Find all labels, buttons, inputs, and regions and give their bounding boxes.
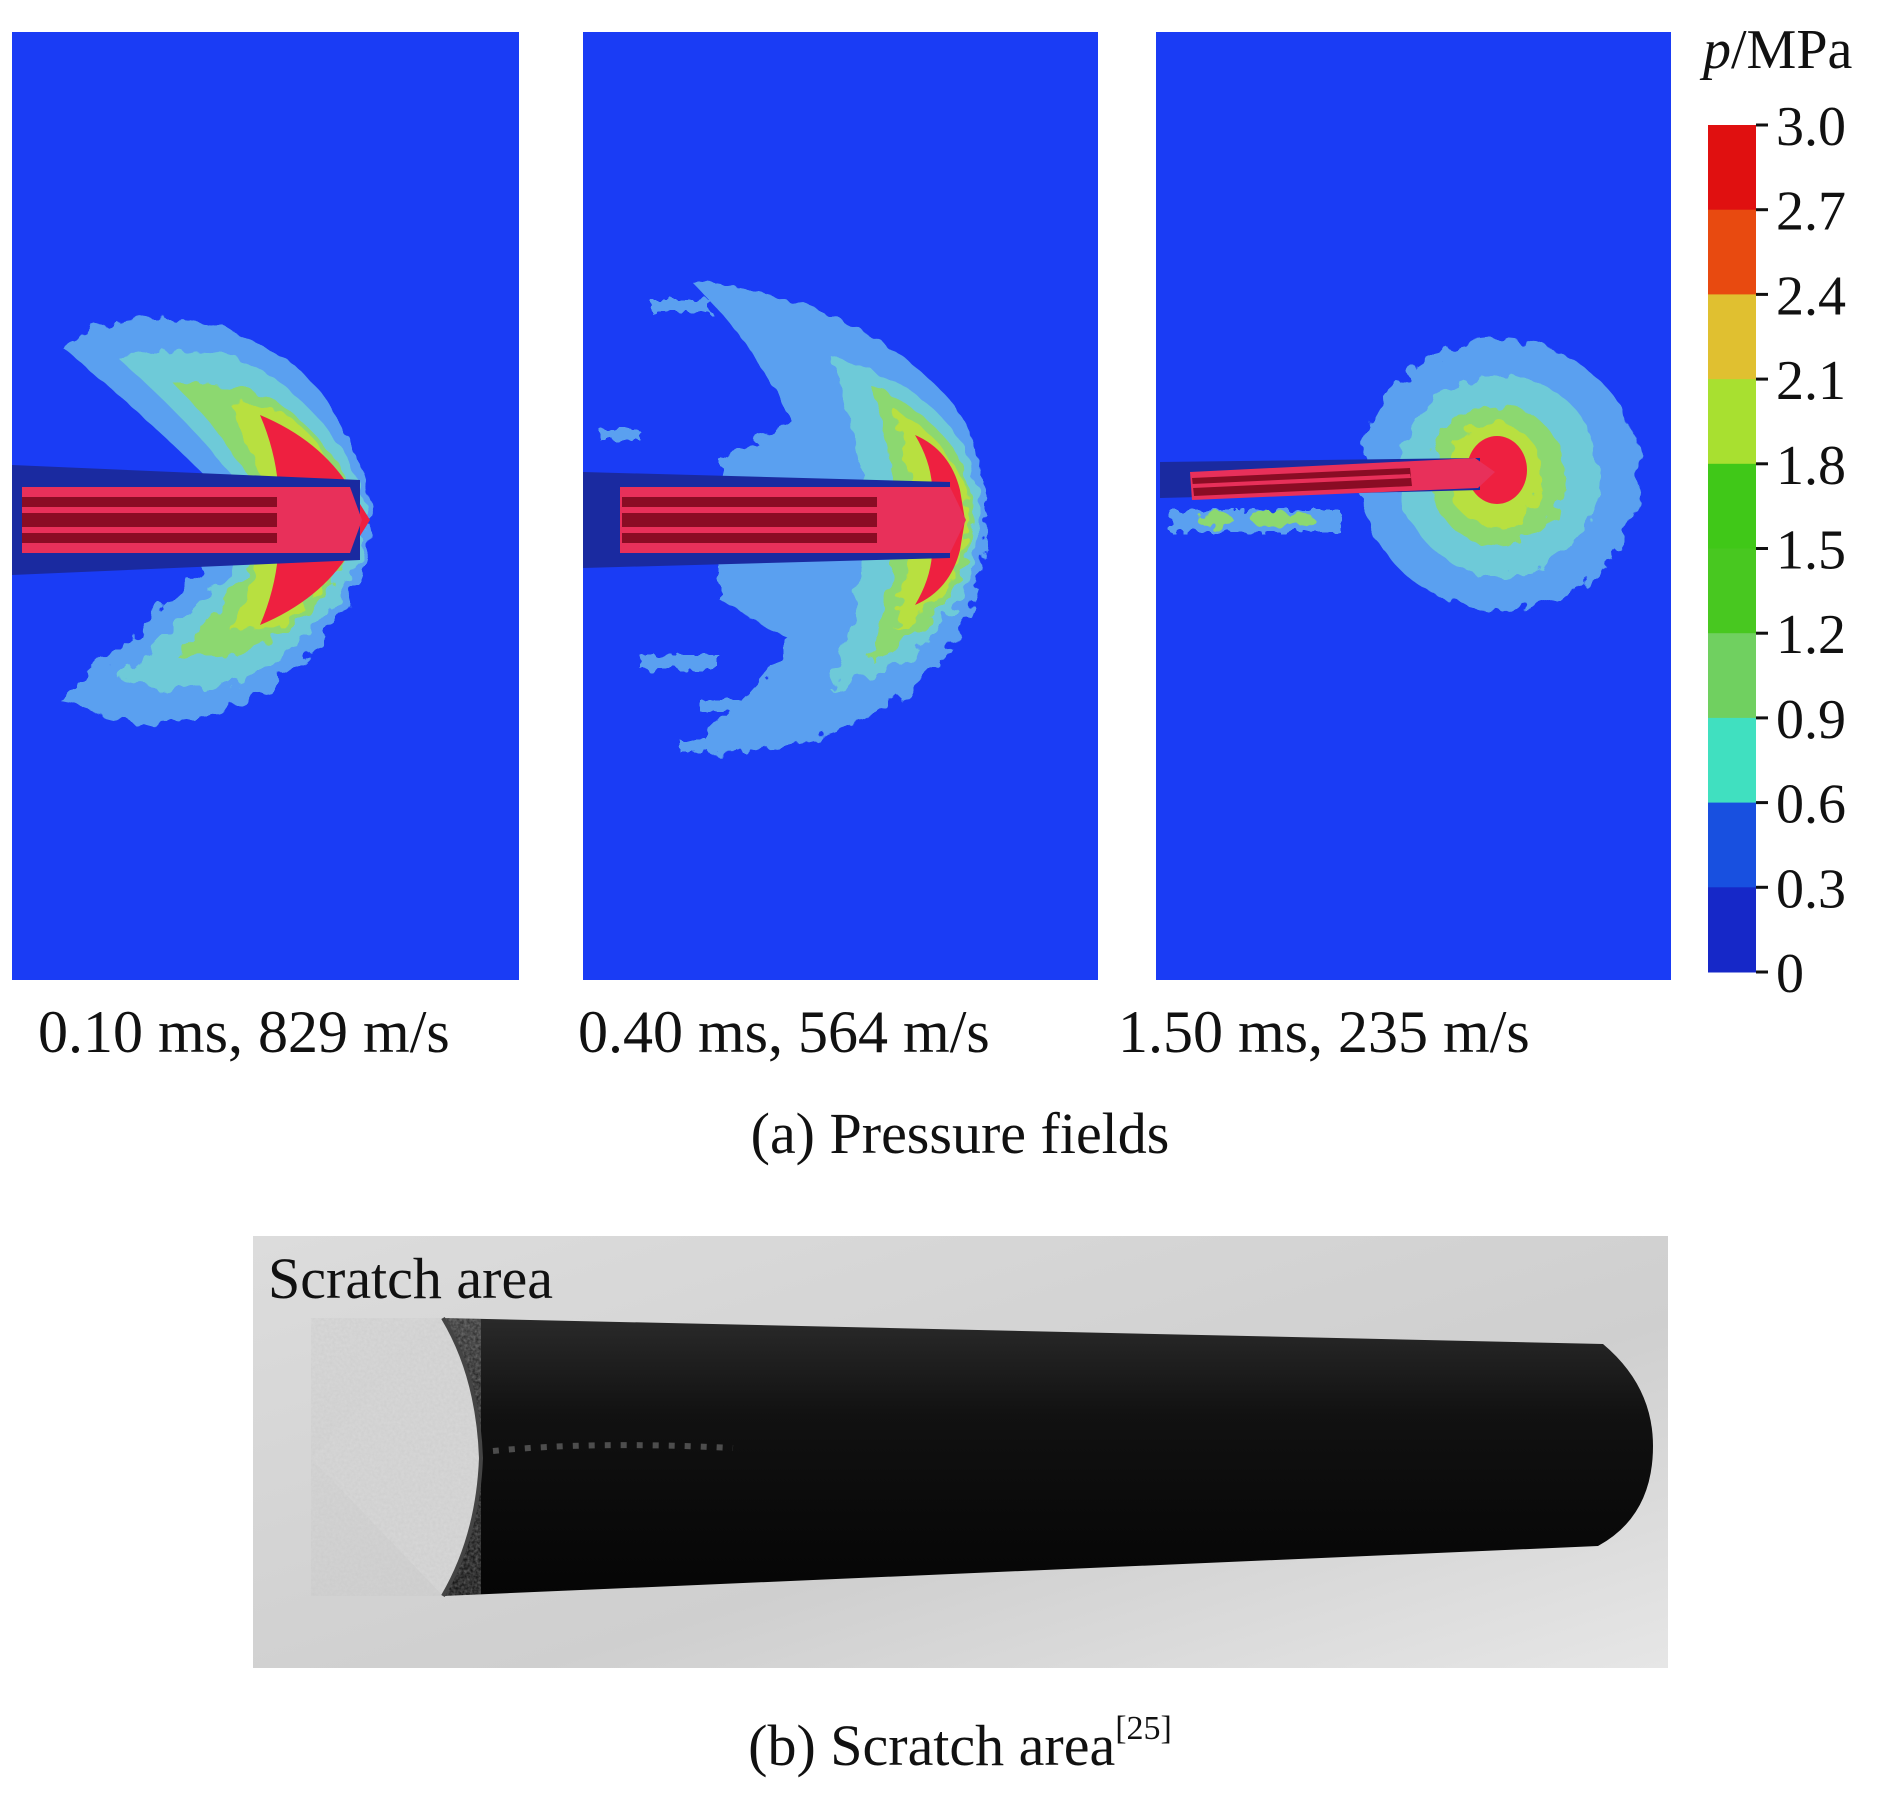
colorbar-tick-label: 1.5 <box>1776 520 1846 582</box>
colorbar: 3.0 2.7 2.4 2.1 1.8 1.5 1.2 0.9 0.6 0.3 0 <box>1708 96 1846 1005</box>
colorbar-title: p/MPa <box>1703 22 1852 78</box>
colorbar-block <box>1708 209 1756 295</box>
colorbar-ticks: 3.0 2.7 2.4 2.1 1.8 1.5 1.2 0.9 0.6 0.3 0 <box>1756 96 1846 1005</box>
pressure-fields-figure: 3.0 2.7 2.4 2.1 1.8 1.5 1.2 0.9 0.6 0.3 0 <box>12 32 1846 1005</box>
caption-b: (b) Scratch area[25] <box>0 1712 1890 1775</box>
colorbar-block <box>1708 717 1756 804</box>
colorbar-tick-label: 0.9 <box>1776 689 1846 751</box>
pressure-field-0.10ms <box>12 32 519 980</box>
colorbar-tick-label: 1.2 <box>1776 604 1846 666</box>
colorbar-block <box>1708 294 1756 380</box>
caption-b-ref: [25] <box>1115 1710 1172 1747</box>
colorbar-block <box>1708 887 1756 973</box>
pressure-field-0.40ms <box>583 32 1098 980</box>
colorbar-block <box>1708 633 1756 719</box>
colorbar-tick-label: 2.7 <box>1776 181 1846 243</box>
colorbar-title-var: p <box>1703 19 1731 81</box>
subplot-label-1: 0.10 ms, 829 m/s <box>38 999 450 1065</box>
caption-a: (a) Pressure fields <box>750 1101 1170 1166</box>
colorbar-block <box>1708 548 1756 634</box>
caption-b-text: (b) Scratch area <box>748 1713 1116 1778</box>
colorbar-tick-label: 2.4 <box>1776 265 1846 327</box>
pressure-field-1.50ms <box>1156 32 1671 980</box>
colorbar-block <box>1708 125 1756 211</box>
colorbar-block <box>1708 463 1756 549</box>
colorbar-tick-label: 3.0 <box>1776 96 1846 158</box>
colorbar-tick-label: 1.8 <box>1776 435 1846 497</box>
colorbar-title-unit: /MPa <box>1731 19 1853 81</box>
colorbar-blocks <box>1708 125 1756 973</box>
colorbar-block <box>1708 802 1756 888</box>
colorbar-tick-label: 0 <box>1776 943 1804 1005</box>
colorbar-tick-label: 0.3 <box>1776 858 1846 920</box>
projectile-photo <box>253 1236 1668 1668</box>
photo-label-scratch-area: Scratch area <box>268 1246 553 1311</box>
subplot-label-2: 0.40 ms, 564 m/s <box>578 999 990 1065</box>
subplot-label-3: 1.50 ms, 235 m/s <box>1118 999 1530 1065</box>
colorbar-block <box>1708 379 1756 465</box>
colorbar-tick-label: 2.1 <box>1776 350 1846 412</box>
colorbar-tick-label: 0.6 <box>1776 774 1846 836</box>
